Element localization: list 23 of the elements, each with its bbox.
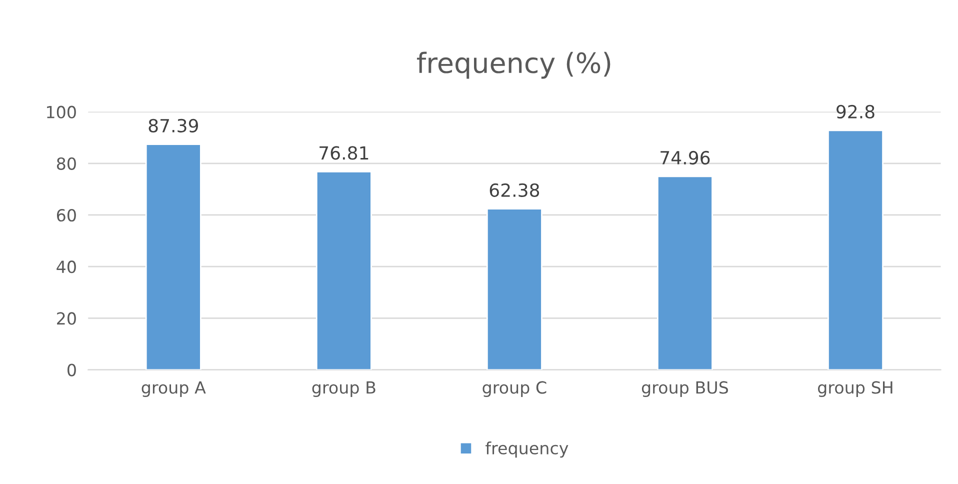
data-label: 92.8: [836, 104, 874, 119]
bar: [145, 144, 202, 370]
bar: [316, 170, 372, 370]
x-tick-label: group B: [312, 381, 376, 398]
bar: [486, 208, 542, 370]
y-tick-label: 100: [47, 106, 76, 118]
data-label: 87.39: [148, 118, 198, 133]
data-label: 74.96: [660, 150, 710, 165]
x-tick-label: group SH: [818, 381, 892, 398]
y-tick-label: 60: [56, 208, 76, 222]
y-tick-label: 40: [56, 260, 76, 274]
chart-title: frequency (%): [416, 52, 610, 79]
y-tick-label: 80: [56, 157, 76, 170]
x-tick-label: group BUS: [642, 381, 728, 398]
bar: [828, 130, 884, 370]
legend-label: frequency: [486, 442, 568, 458]
data-label: 76.81: [320, 146, 368, 160]
bar: [656, 176, 713, 370]
x-tick-label: group A: [142, 381, 206, 398]
y-tick-label: 0: [68, 364, 76, 376]
y-tick-label: 20: [57, 312, 76, 325]
data-label: 62.38: [490, 183, 540, 198]
x-tick-label: group C: [482, 381, 546, 398]
